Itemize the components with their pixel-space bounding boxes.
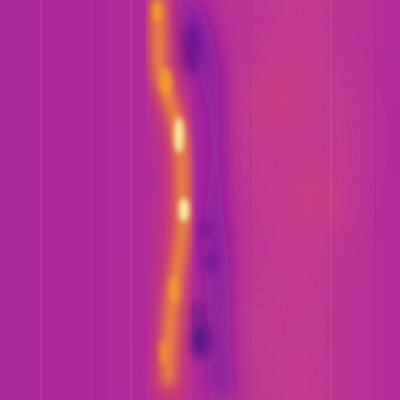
hot-streak xyxy=(152,0,189,386)
hottest-cores xyxy=(153,2,189,364)
cool-shadow-band xyxy=(176,0,235,400)
deep-cool-spots xyxy=(180,25,216,358)
scanline-texture xyxy=(40,0,376,400)
